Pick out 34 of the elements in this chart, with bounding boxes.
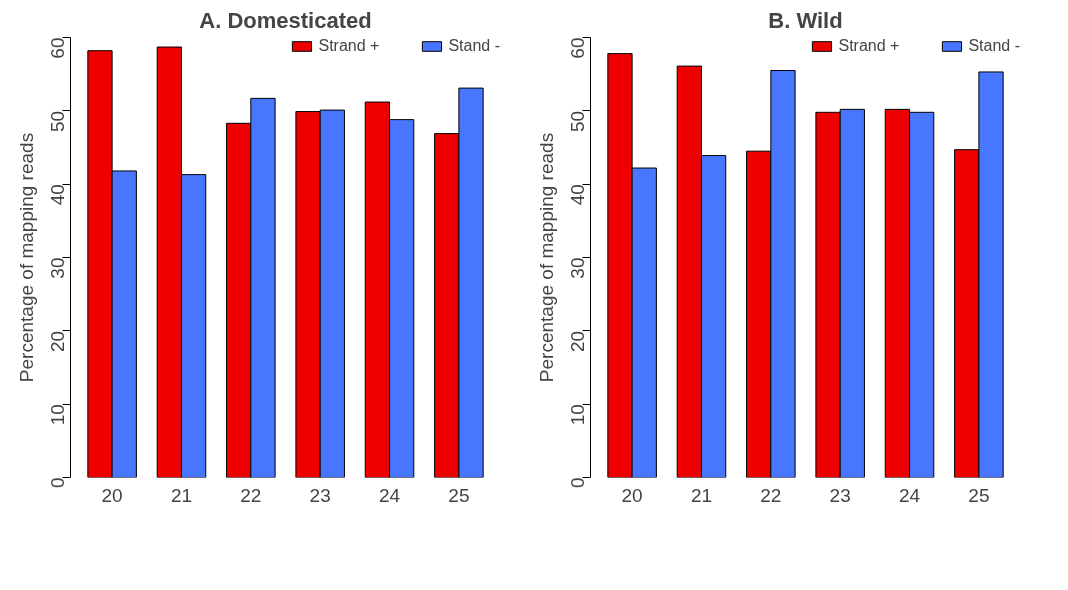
y-tick-label: 40 — [47, 184, 68, 206]
y-tick-label: 0 — [47, 477, 68, 489]
y-tick-label: 60 — [567, 37, 588, 59]
x-tick-label: 24 — [378, 484, 401, 506]
x-tick-label: 25 — [448, 484, 470, 506]
y-tick-label: 20 — [47, 330, 68, 352]
y-tick-label: 10 — [567, 404, 588, 426]
y-tick-label: 30 — [47, 257, 68, 279]
x-tick-label: 20 — [621, 484, 643, 506]
x-tick-label: 23 — [829, 484, 851, 506]
y-tick-label: 50 — [567, 110, 588, 132]
y-tick-label: 10 — [47, 404, 68, 426]
x-tick-label: 22 — [760, 484, 782, 506]
y-tick-label: 0 — [567, 477, 588, 489]
x-tick-label: 21 — [690, 484, 713, 506]
y-axis-title: Percentage of mapping reads — [535, 132, 557, 383]
y-axis-title: Percentage of mapping reads — [15, 132, 37, 383]
x-tick-label: 20 — [101, 484, 123, 506]
y-tick-label: 30 — [567, 257, 588, 279]
x-tick-label: 21 — [170, 484, 193, 506]
y-tick-label: 20 — [567, 330, 588, 352]
legend-label: Stand - — [968, 37, 1020, 55]
y-tick-label: 60 — [47, 37, 68, 59]
legend-label: Strand + — [318, 37, 380, 55]
legend-label: Strand + — [838, 37, 900, 55]
x-tick-label: 23 — [309, 484, 331, 506]
x-tick-label: 22 — [240, 484, 262, 506]
chart-title: B. Wild — [768, 7, 843, 33]
legend-label: Stand - — [448, 37, 500, 55]
x-tick-label: 25 — [968, 484, 990, 506]
x-tick-label: 24 — [898, 484, 921, 506]
y-tick-label: 40 — [567, 184, 588, 206]
y-tick-label: 50 — [47, 110, 68, 132]
chart-title: A. Domesticated — [199, 7, 372, 33]
